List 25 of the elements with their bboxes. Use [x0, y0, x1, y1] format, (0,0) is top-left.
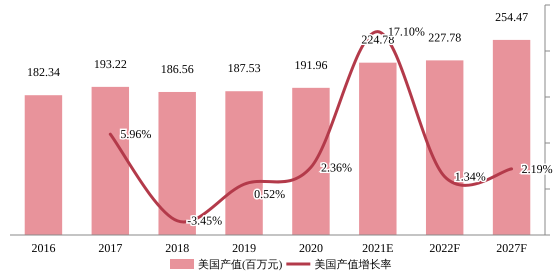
data-label: 1.34% [454, 170, 486, 184]
data-label: 227.78 [428, 30, 462, 44]
x-tick-label: 2027F [496, 241, 528, 255]
data-label: 5.96% [120, 127, 152, 142]
bar [359, 62, 397, 235]
x-tick-label: 2018 [165, 241, 190, 255]
x-tick-label: 2022F [429, 241, 460, 255]
legend-label: 美国产值增长率 [314, 258, 392, 271]
data-label: 186.56 [160, 62, 194, 76]
bar [24, 95, 62, 235]
data-label: 254.47 [495, 10, 528, 24]
x-tick-label: 2016 [31, 241, 56, 255]
x-tick-label: 2020 [298, 241, 323, 255]
data-label: 191.96 [294, 58, 328, 72]
data-label: -3.45% [187, 214, 222, 228]
x-tick-label: 2017 [98, 241, 122, 255]
data-label: 193.22 [94, 56, 127, 71]
data-label: 187.53 [228, 61, 261, 76]
data-label: 182.34 [26, 65, 60, 80]
x-tick-label: 2019 [232, 241, 256, 255]
x-tick-label: 2021E [362, 241, 394, 255]
data-label: 2.36% [320, 160, 352, 174]
data-label: 2.19% [522, 162, 553, 176]
data-label: 0.52% [254, 187, 286, 202]
legend-label: 美国产值(百万元) [198, 258, 283, 271]
